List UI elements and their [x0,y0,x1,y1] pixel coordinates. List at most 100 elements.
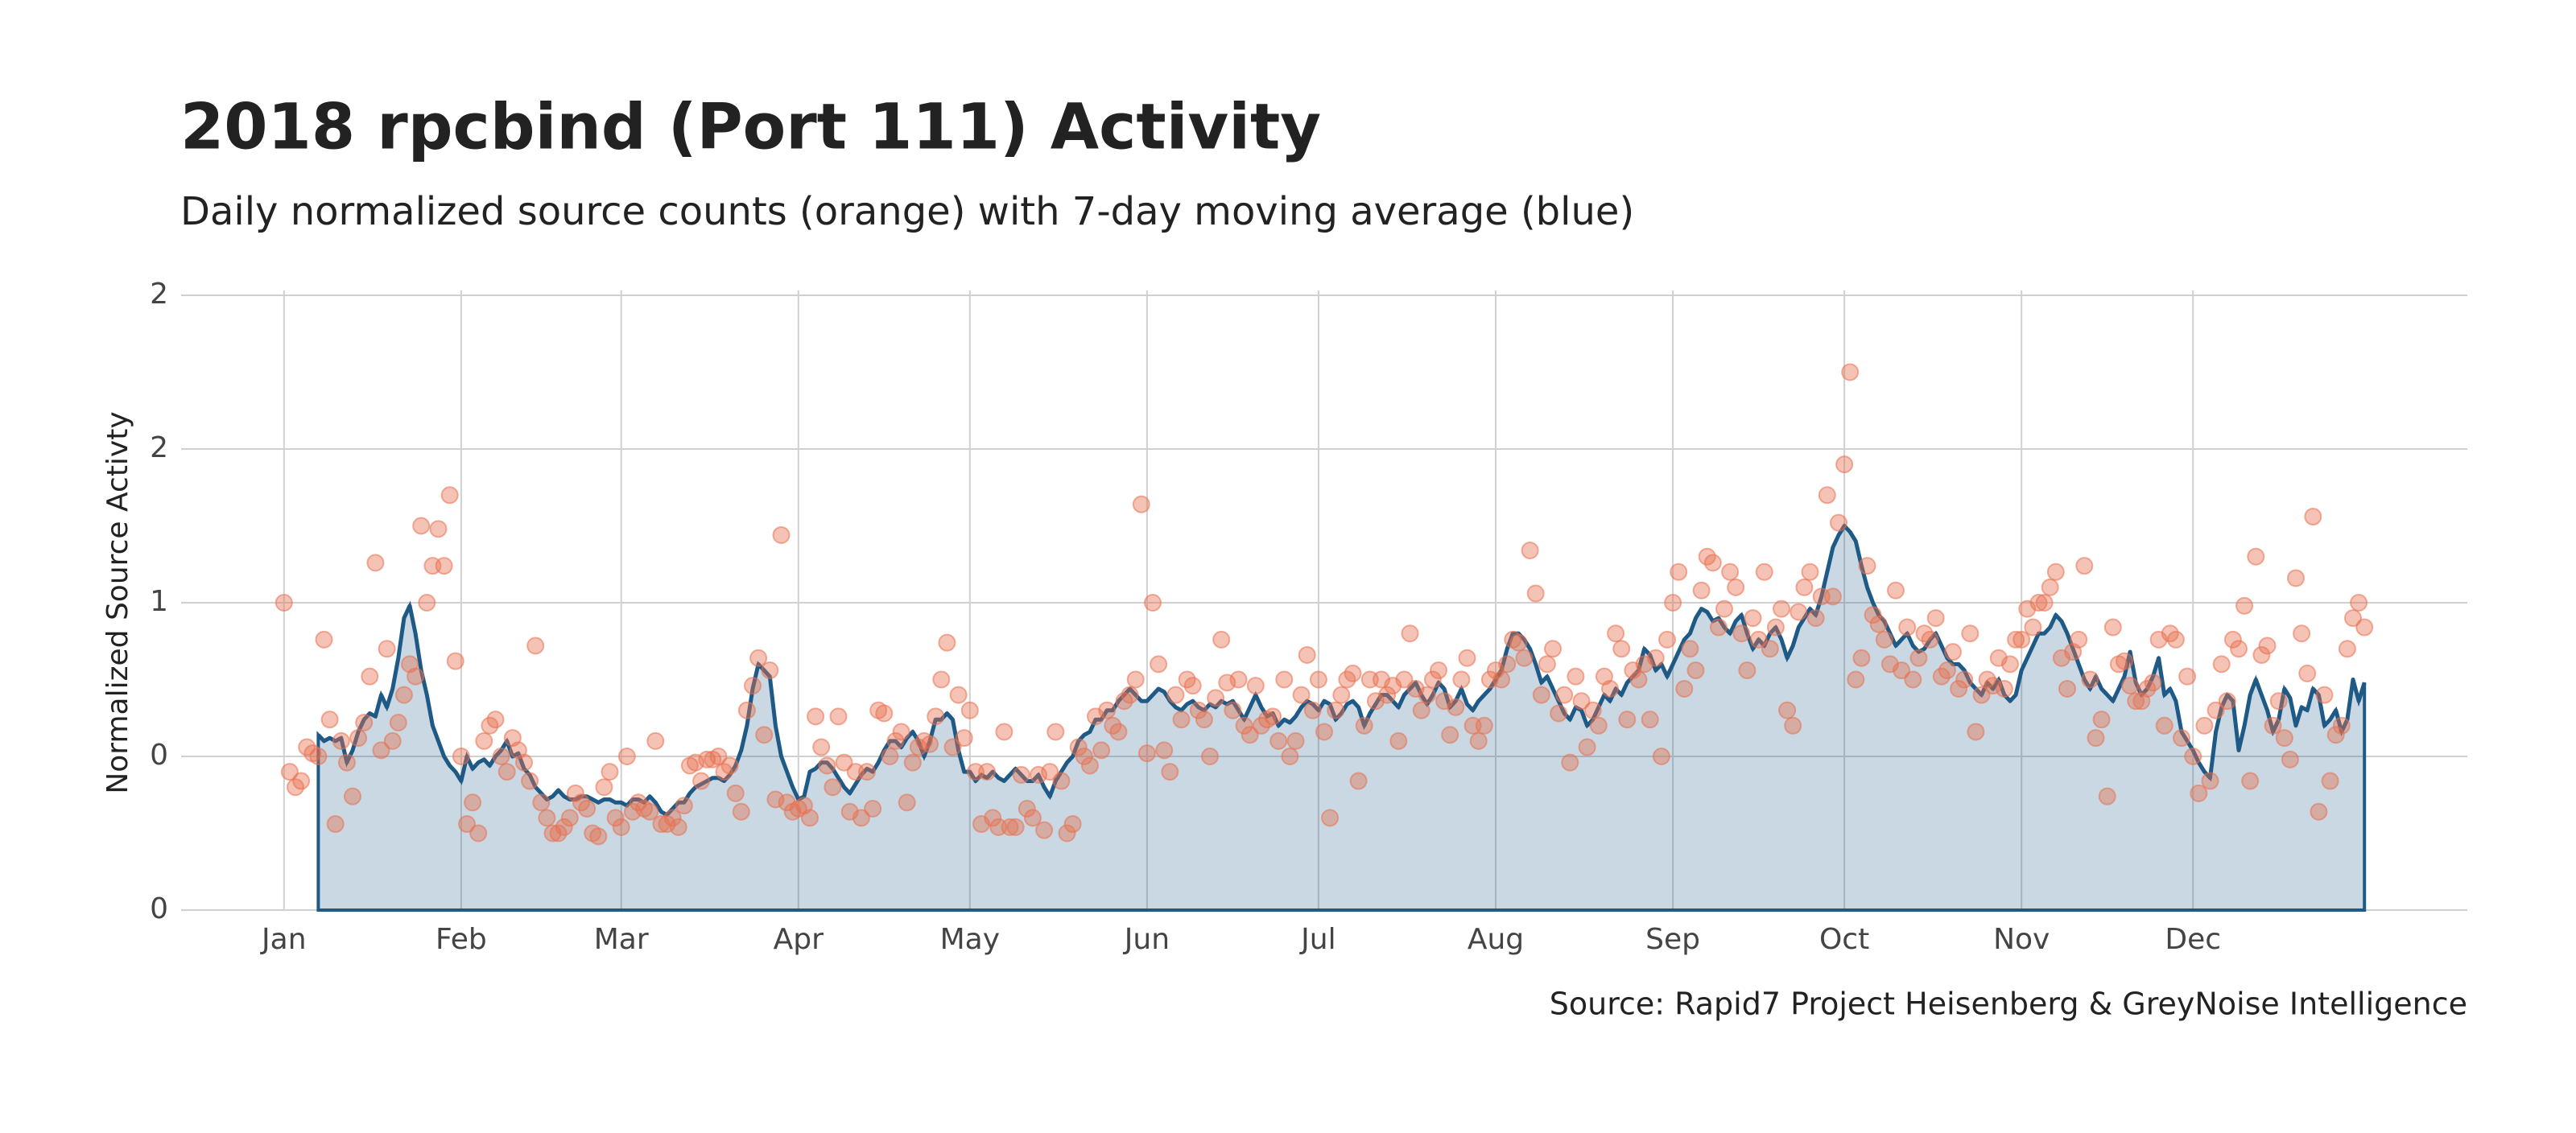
scatter-point [898,793,916,812]
scatter-point [1904,670,1922,689]
scatter-point [1778,701,1797,719]
scatter-point [2127,692,2145,711]
scatter-point [1161,763,1179,781]
scatter-point [978,763,997,781]
scatter-point [361,667,379,686]
scatter-point [1018,799,1036,818]
scatter-point [852,809,870,827]
scatter-point [938,633,956,652]
scatter-point [2293,624,2311,643]
scatter-point [1321,809,1340,827]
scatter-point [1538,655,1556,674]
scatter-point [1681,640,1699,658]
scatter-point [1058,824,1076,843]
scatter-point [1509,633,1528,652]
x-tick-label: Mar [594,923,649,956]
scatter-point [2075,557,2094,575]
scatter-point [337,753,356,772]
scatter-point [1909,649,1928,667]
scatter-point [1155,741,1174,760]
scatter-point [1755,562,1773,581]
scatter-point [1121,686,1139,704]
scatter-point [332,731,350,750]
scatter-point [578,799,597,818]
scatter-point [2013,630,2031,649]
scatter-point [1423,670,1442,689]
scatter-point [1126,670,1145,689]
scatter-point [2035,594,2054,612]
scatter-point [1795,578,1814,596]
scatter-point [1298,645,1316,664]
scatter-point [1567,667,1585,686]
scatter-point [1052,772,1071,790]
scatter-point [2041,578,2059,596]
scatter-point [881,748,899,765]
scatter-point [749,649,768,667]
y-axis-label: Normalized Source Activty [101,411,134,793]
scatter-point [320,711,339,729]
scatter-point [1458,649,1476,667]
scatter-point [2207,701,2225,719]
scatter-point [2350,594,2368,612]
scatter-point [1612,640,1631,658]
x-tick-label: Jan [260,923,307,956]
scatter-point [984,809,1002,827]
scatter-point [389,713,407,731]
scatter-point [1150,655,1168,674]
scatter-point [1412,701,1430,719]
scatter-point [663,809,682,827]
scatter-point [1806,609,1825,628]
scatter-point [646,731,665,750]
scatter-point [2058,679,2076,698]
scatter-point [1286,731,1305,750]
scatter-point [829,707,848,726]
grid: 0 0 1 2 2 Jan Feb Mar Apr May Jun Jul Aug Sep Oct Nov De… [150,278,2467,956]
scatter-point [1664,594,1682,612]
scatter-point [1550,704,1568,723]
scatter-point [2092,711,2111,729]
scatter-point [1732,624,1751,643]
scatter-point [737,701,756,719]
chart-subtitle: Daily normalized source counts (orange) … [180,189,1634,234]
scatter-point [1898,618,1917,637]
scatter-point [886,731,905,750]
scatter-point [366,554,385,572]
scatter-point [807,707,825,726]
scatter-point [2258,637,2277,655]
scatter-point [1830,513,1847,532]
scatter-point [2230,640,2248,658]
scatter-point [2235,596,2254,615]
scatter-point [538,809,556,827]
scatter-point [344,787,361,805]
x-tick-label: May [940,923,1000,956]
scatter-point [2001,655,2019,674]
scatter-point [1246,677,1265,695]
scatter-point [372,741,390,760]
scatter-point [435,557,453,575]
scatter-point [1144,594,1162,612]
scatter-point [1852,649,1871,667]
scatter-point [732,802,750,821]
y-tick-label: 0 [150,739,168,772]
scatter-point [709,748,728,765]
y-tick-label: 0 [150,892,168,925]
scatter-point [2218,692,2236,711]
scatter-point [1972,686,1991,704]
scatter-point [2081,670,2099,689]
scatter-point [1646,649,1665,667]
scatter-point [801,809,819,827]
scatter-point [1063,815,1082,834]
moving-average-line [316,524,2367,818]
scatter-point [2173,729,2190,748]
scatter-point [1955,670,1974,689]
scatter-point [835,753,853,772]
scatter-point [521,772,539,790]
scatter-point [1430,661,1447,680]
scatter-point [1555,686,1574,704]
scatter-point [2087,729,2105,748]
scatter-point [955,729,973,748]
scatter-point [2201,772,2219,790]
scatter-point [943,738,962,756]
scatter-point [1727,578,1745,596]
scatter-point [1281,748,1299,765]
